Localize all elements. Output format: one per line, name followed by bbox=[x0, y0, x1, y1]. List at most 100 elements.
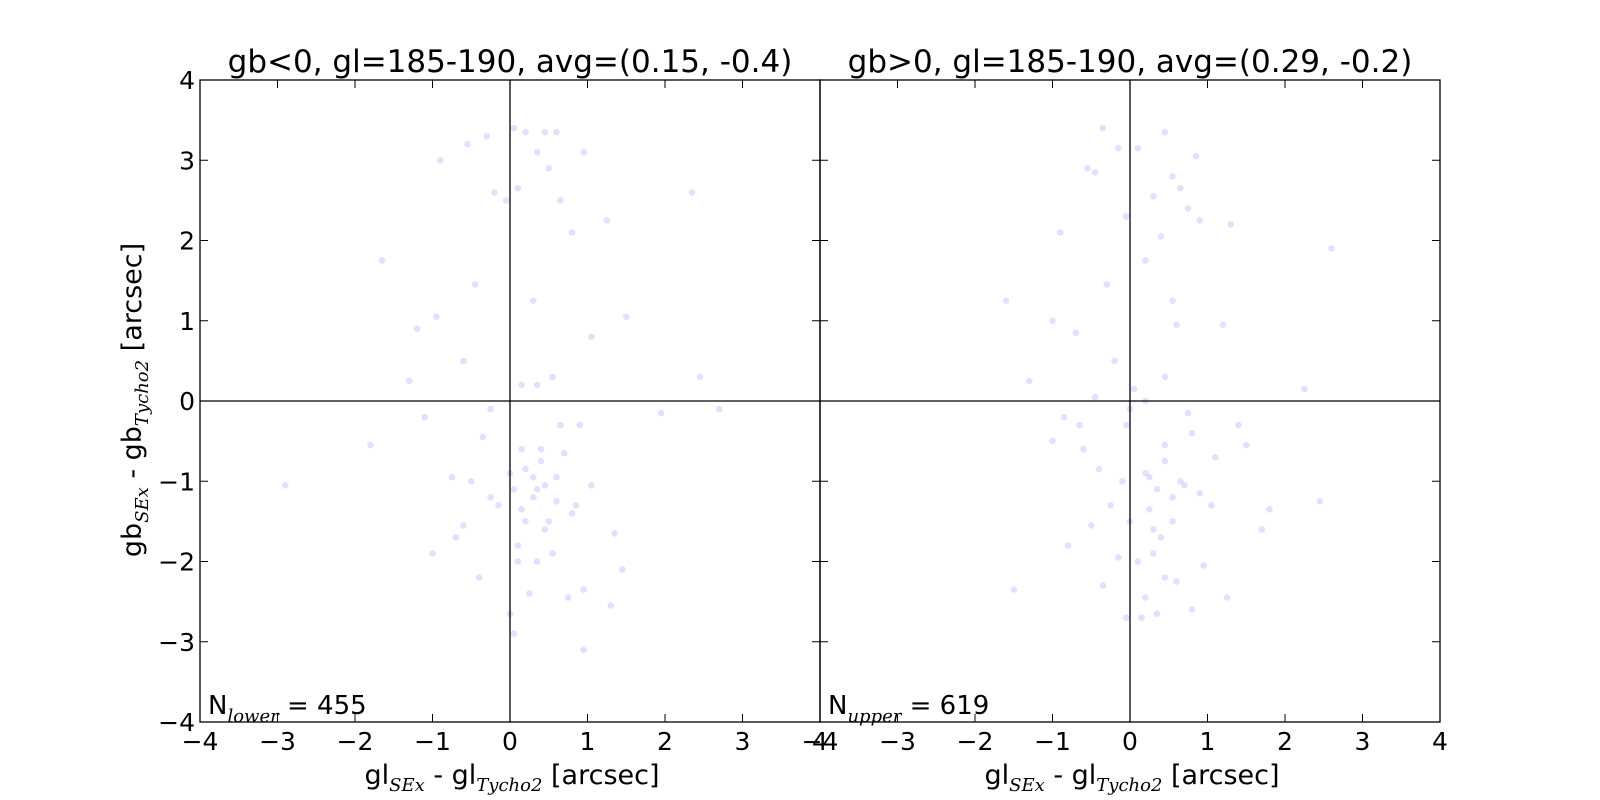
left-data-point bbox=[282, 482, 289, 489]
left-data-point bbox=[696, 373, 704, 381]
left-data-point bbox=[522, 518, 529, 525]
right-x-tick-label: 1 bbox=[1200, 727, 1216, 756]
right-data-point bbox=[1111, 357, 1118, 365]
right-data-point bbox=[1049, 437, 1056, 445]
left-data-point bbox=[657, 409, 665, 417]
right-data-point bbox=[1243, 441, 1250, 449]
left-data-point bbox=[514, 185, 522, 192]
left-data-point bbox=[502, 197, 510, 204]
right-data-points bbox=[1002, 124, 1335, 621]
left-x-tick-label: 3 bbox=[735, 727, 751, 756]
right-data-point bbox=[1002, 297, 1010, 305]
right-data-point bbox=[1119, 478, 1126, 485]
right-data-point bbox=[1157, 233, 1165, 240]
left-data-point bbox=[533, 381, 541, 389]
left-data-point bbox=[545, 518, 553, 525]
left-data-point bbox=[549, 550, 556, 557]
right-x-tick-label: 2 bbox=[1277, 727, 1293, 756]
right-scatter-panel: gb>0, gl=185-190, avg=(0.29, -0.2) −4 −3−… bbox=[802, 44, 1448, 796]
left-data-point bbox=[530, 473, 537, 481]
right-data-point bbox=[1219, 321, 1227, 329]
left-data-point bbox=[448, 473, 456, 481]
left-data-point bbox=[568, 229, 576, 236]
left-data-point bbox=[564, 594, 572, 601]
right-data-point bbox=[1161, 128, 1169, 136]
left-axis-ticks: −4 −3 −2 −1 0 1 2 3 4 −4 −3 −2 −1 0 1 2 3 4 bbox=[158, 66, 828, 756]
left-y-tick-label: 3 bbox=[179, 146, 195, 175]
left-data-point bbox=[468, 478, 475, 485]
left-data-point bbox=[487, 405, 494, 413]
right-data-point bbox=[1072, 329, 1080, 337]
left-data-point bbox=[510, 124, 518, 132]
right-data-point bbox=[1084, 165, 1091, 172]
left-y-tick-label: −3 bbox=[158, 628, 195, 657]
right-data-point bbox=[1177, 185, 1184, 192]
left-data-point bbox=[518, 506, 525, 513]
left-data-point bbox=[541, 482, 549, 489]
left-data-point bbox=[491, 189, 498, 196]
right-data-point bbox=[1227, 221, 1235, 228]
left-y-tick-label: −2 bbox=[158, 548, 195, 577]
left-data-point bbox=[526, 590, 533, 597]
left-data-point bbox=[533, 558, 541, 565]
right-data-point bbox=[1088, 522, 1095, 529]
right-data-point bbox=[1161, 457, 1169, 465]
left-x-tick-label: −2 bbox=[337, 727, 374, 756]
left-data-point bbox=[460, 357, 467, 365]
left-data-point bbox=[537, 445, 545, 453]
right-data-point bbox=[1196, 490, 1204, 497]
right-data-point bbox=[1026, 377, 1033, 385]
left-y-tick-label: −1 bbox=[158, 467, 195, 496]
right-data-point bbox=[1200, 562, 1207, 569]
right-data-point bbox=[1146, 506, 1153, 513]
right-data-point bbox=[1122, 421, 1130, 429]
left-data-point bbox=[619, 566, 626, 573]
right-data-point bbox=[1142, 257, 1149, 264]
right-data-point bbox=[1208, 502, 1215, 509]
right-data-point bbox=[1173, 578, 1180, 585]
right-data-point bbox=[1115, 554, 1122, 561]
right-data-point bbox=[1169, 494, 1176, 501]
right-data-point bbox=[1057, 229, 1064, 236]
right-data-point bbox=[1095, 465, 1103, 473]
right-data-point bbox=[1076, 421, 1083, 429]
left-x-tick-label: 1 bbox=[580, 727, 596, 756]
right-data-point bbox=[1150, 526, 1157, 533]
left-data-point bbox=[611, 530, 618, 537]
left-data-point bbox=[623, 313, 630, 321]
right-data-point bbox=[1103, 281, 1111, 288]
left-y-tick-label: 2 bbox=[179, 227, 195, 256]
left-data-points bbox=[282, 124, 723, 654]
right-axes-frame bbox=[819, 79, 1441, 723]
left-count-label: Nlower = 455 bbox=[208, 691, 367, 727]
left-data-point bbox=[545, 165, 553, 172]
left-data-point bbox=[429, 550, 436, 557]
left-data-point bbox=[588, 482, 595, 489]
left-data-point bbox=[510, 486, 518, 493]
right-data-point bbox=[1258, 526, 1266, 533]
left-data-point bbox=[541, 128, 549, 136]
left-data-point bbox=[537, 457, 545, 465]
right-data-point bbox=[1107, 502, 1114, 509]
left-data-point bbox=[533, 148, 541, 156]
right-data-point bbox=[1177, 478, 1184, 485]
left-data-point bbox=[421, 413, 429, 421]
right-data-point bbox=[1184, 205, 1192, 212]
right-data-point bbox=[1301, 385, 1308, 393]
right-data-point bbox=[1161, 441, 1169, 449]
right-data-point bbox=[1161, 373, 1169, 381]
right-data-point bbox=[1146, 473, 1153, 481]
left-x-tick-label: 4 bbox=[812, 727, 828, 756]
left-x-tick-label: −3 bbox=[259, 727, 296, 756]
right-x-tick-label: 4 bbox=[1432, 727, 1448, 756]
left-x-tick-label: −1 bbox=[414, 727, 451, 756]
right-x-tick-label: −1 bbox=[1034, 727, 1071, 756]
left-data-point bbox=[460, 522, 467, 529]
right-data-point bbox=[1169, 173, 1176, 180]
right-panel-title: gb>0, gl=185-190, avg=(0.29, -0.2) bbox=[848, 44, 1413, 80]
right-count-label: Nupper = 619 bbox=[828, 691, 989, 727]
left-data-point bbox=[514, 542, 522, 549]
right-data-point bbox=[1142, 469, 1149, 477]
left-data-point bbox=[541, 526, 549, 533]
left-data-point bbox=[553, 498, 560, 505]
